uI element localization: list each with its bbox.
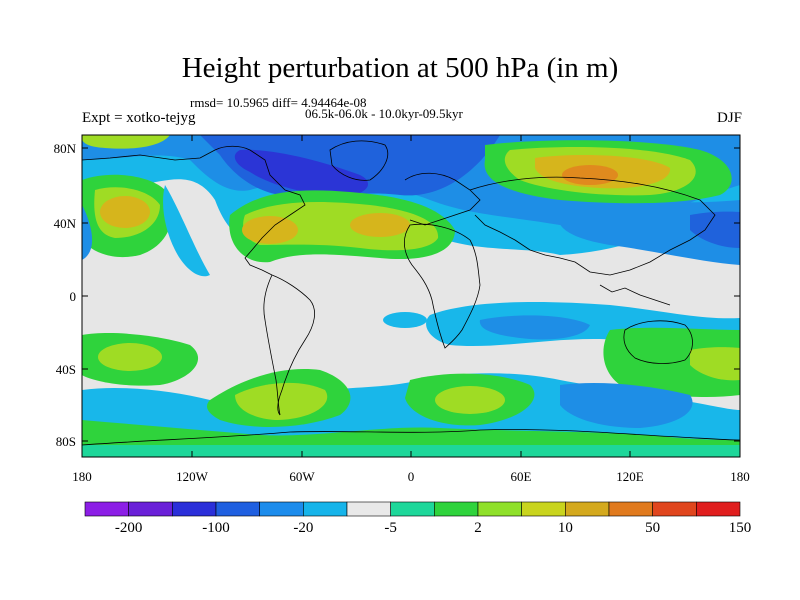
lon-tick-label: 60W: [289, 469, 315, 484]
colorbar-box: [84, 501, 129, 517]
lat-tick-label: 80S: [56, 434, 76, 449]
lon-tick-label: 120W: [176, 469, 209, 484]
coast-antarctica: [82, 429, 740, 446]
coast-greenland: [329, 140, 389, 181]
longitude-axis: 180 120W 60W 0 60E 120E 180: [72, 135, 750, 484]
region-light-blue-satlantic: [383, 312, 427, 328]
experiment-label: Expt = xotko-tejyg: [82, 110, 196, 126]
lat-tick-label: 40S: [56, 362, 76, 377]
coast-north-america: [214, 145, 306, 276]
colorbar-label: 150: [729, 520, 752, 536]
colorbar-box: [390, 501, 435, 517]
colorbar-label: -100: [202, 520, 230, 536]
colorbar-box: [346, 501, 391, 517]
season-label: DJF: [716, 110, 742, 126]
coast-alaska: [82, 149, 216, 161]
lat-tick-label: 0: [70, 289, 77, 304]
region-green-australia: [603, 327, 740, 397]
colorbar-box: [215, 501, 260, 517]
colorbar-label: -5: [384, 520, 397, 536]
lat-tick-label: 40N: [54, 216, 77, 231]
colorbar-box: [434, 501, 479, 517]
region-yellow-green-australia: [690, 347, 740, 381]
colorbar-label: -200: [115, 520, 143, 536]
period-label: 06.5k-06.0k - 10.0kyr-09.5kyr: [305, 106, 463, 121]
region-yellow-green-spacific-south: [235, 382, 328, 420]
colorbar-box: [521, 501, 566, 517]
region-dark-blue-arctic: [234, 149, 369, 197]
colorbar-box: [565, 501, 610, 517]
region-mid-blue-westedge: [82, 205, 93, 260]
colorbar-box: [608, 501, 653, 517]
colorbar-label: -20: [293, 520, 313, 536]
region-green-nw: [82, 135, 170, 149]
colorbar-box: [259, 501, 304, 517]
stats-line: rmsd= 10.5965 diff= 4.94464e-08: [190, 95, 367, 110]
colorbar-box: [128, 501, 173, 517]
lon-tick-label: 60E: [511, 469, 532, 484]
coast-indonesia: [599, 284, 671, 306]
lon-tick-label: 180: [72, 469, 92, 484]
colorbar-box: [696, 501, 741, 517]
coast-africa: [403, 223, 481, 349]
coast-asia: [469, 176, 716, 276]
latitude-axis: 80N 40N 0 40S 80S: [54, 141, 740, 449]
coast-south-america-east: [271, 274, 315, 416]
region-mustard-npacific: [100, 196, 150, 228]
lon-tick-label: 120E: [616, 469, 644, 484]
region-mid-blue-southern-ocean: [560, 383, 693, 428]
colorbar-box: [652, 501, 697, 517]
colorbar-box: [477, 501, 522, 517]
colorbar-box: [303, 501, 348, 517]
lon-tick-label: 180: [730, 469, 750, 484]
region-mustard-atlantic: [350, 213, 410, 237]
coast-australia: [623, 320, 693, 364]
coast-europe: [404, 172, 481, 226]
region-orange-siberia: [562, 165, 618, 185]
colorbar-label: 50: [645, 520, 660, 536]
coastlines: [82, 140, 740, 446]
map-title: Height perturbation at 500 hPa (in m): [181, 52, 619, 84]
coast-south-america-west: [263, 274, 281, 416]
colorbar: -200 -100 -20 -5 2 10 50 150: [84, 501, 752, 536]
region-mid-blue-sindian: [479, 315, 590, 340]
region-yellow-green-sindian-south: [435, 386, 505, 414]
lat-tick-label: 80N: [54, 141, 77, 156]
region-light-blue-epacific: [163, 185, 210, 277]
contour-field: [82, 135, 740, 457]
colorbar-label: 2: [474, 520, 482, 536]
lon-tick-label: 0: [408, 469, 415, 484]
region-yellow-green-spacific: [98, 343, 162, 371]
region-blue-pacific-west: [690, 211, 740, 248]
colorbar-label: 10: [558, 520, 573, 536]
colorbar-box: [172, 501, 217, 517]
